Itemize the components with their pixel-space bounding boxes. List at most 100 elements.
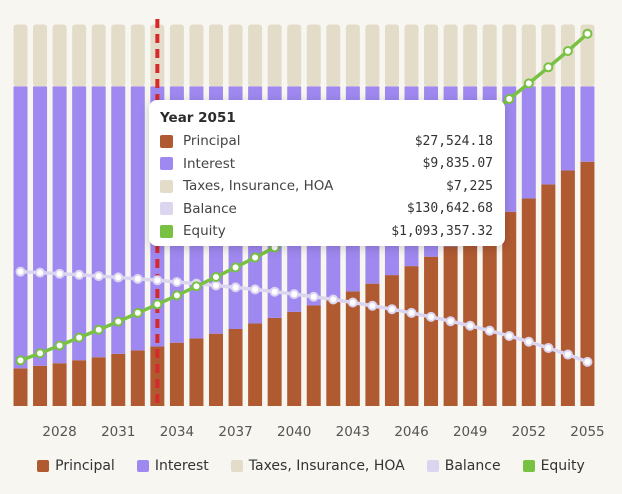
bar-interest-2053[interactable] xyxy=(541,86,556,185)
bar-taxes-2046[interactable] xyxy=(404,24,419,87)
balance-point-2040[interactable] xyxy=(289,289,300,300)
bar-taxes-2055[interactable] xyxy=(580,24,595,87)
bar-principal-2036[interactable] xyxy=(209,333,223,406)
bar-taxes-2029[interactable] xyxy=(72,24,87,87)
equity-point-2037[interactable] xyxy=(230,262,241,273)
balance-point-2027[interactable] xyxy=(35,267,46,278)
bar-taxes-2036[interactable] xyxy=(209,24,223,87)
bar-principal-2039[interactable] xyxy=(267,317,282,406)
balance-point-2053[interactable] xyxy=(543,342,554,353)
bar-interest-2055[interactable] xyxy=(580,86,595,162)
bar-interest-2028[interactable] xyxy=(52,86,67,364)
bar-principal-2033[interactable] xyxy=(150,346,165,406)
legend-item-principal[interactable]: Principal xyxy=(37,458,115,474)
balance-point-2036[interactable] xyxy=(211,280,221,291)
bar-principal-2030[interactable] xyxy=(91,357,106,406)
balance-point-2032[interactable] xyxy=(132,273,143,284)
bar-interest-2031[interactable] xyxy=(111,86,126,354)
bar-taxes-2042[interactable] xyxy=(326,24,341,87)
equity-point-2030[interactable] xyxy=(93,324,104,335)
equity-point-2033[interactable] xyxy=(152,299,163,310)
equity-point-2053[interactable] xyxy=(543,62,554,73)
equity-point-2029[interactable] xyxy=(74,332,85,343)
legend-item-balance[interactable]: Balance xyxy=(426,458,501,474)
bar-principal-2051[interactable] xyxy=(502,211,517,406)
balance-point-2043[interactable] xyxy=(347,297,358,308)
bar-taxes-2035[interactable] xyxy=(189,24,204,87)
bar-taxes-2049[interactable] xyxy=(463,24,478,87)
bar-principal-2052[interactable] xyxy=(521,198,536,406)
bar-principal-2054[interactable] xyxy=(560,170,575,406)
bar-principal-2034[interactable] xyxy=(169,342,184,406)
bar-principal-2042[interactable] xyxy=(326,298,341,406)
balance-point-2045[interactable] xyxy=(386,304,397,315)
bar-principal-2043[interactable] xyxy=(345,291,360,406)
balance-point-2028[interactable] xyxy=(54,268,65,279)
bar-interest-2051[interactable] xyxy=(502,86,517,212)
balance-point-2030[interactable] xyxy=(93,271,104,282)
equity-point-2055[interactable] xyxy=(582,28,593,39)
bar-taxes-2037[interactable] xyxy=(228,24,243,87)
bar-taxes-2047[interactable] xyxy=(424,24,439,87)
balance-point-2034[interactable] xyxy=(171,276,182,287)
balance-point-2026[interactable] xyxy=(15,266,26,277)
bar-taxes-2039[interactable] xyxy=(267,24,282,87)
bar-taxes-2028[interactable] xyxy=(52,24,67,87)
bar-interest-2029[interactable] xyxy=(72,86,87,361)
balance-point-2050[interactable] xyxy=(484,325,495,336)
equity-point-2036[interactable] xyxy=(211,271,221,282)
bar-interest-2032[interactable] xyxy=(130,86,145,351)
balance-point-2046[interactable] xyxy=(406,307,417,318)
bar-taxes-2026[interactable] xyxy=(13,24,28,87)
bar-taxes-2052[interactable] xyxy=(521,24,536,87)
balance-point-2038[interactable] xyxy=(250,284,261,295)
balance-point-2048[interactable] xyxy=(445,316,456,327)
equity-point-2052[interactable] xyxy=(523,78,534,89)
bar-principal-2027[interactable] xyxy=(33,365,48,406)
bar-taxes-2040[interactable] xyxy=(287,24,302,87)
equity-point-2035[interactable] xyxy=(191,281,202,292)
bar-principal-2029[interactable] xyxy=(72,360,87,406)
bar-taxes-2050[interactable] xyxy=(482,24,497,87)
bar-principal-2037[interactable] xyxy=(228,329,243,406)
balance-point-2042[interactable] xyxy=(328,294,339,305)
legend-item-interest[interactable]: Interest xyxy=(136,458,209,474)
bar-principal-2041[interactable] xyxy=(306,305,321,406)
bar-principal-2047[interactable] xyxy=(424,256,439,406)
bar-principal-2032[interactable] xyxy=(130,350,145,406)
bar-interest-2030[interactable] xyxy=(91,86,106,358)
balance-point-2052[interactable] xyxy=(523,336,534,347)
legend-item-taxes[interactable]: Taxes, Insurance, HOA xyxy=(230,458,405,474)
bar-taxes-2032[interactable] xyxy=(130,24,145,87)
balance-point-2055[interactable] xyxy=(582,356,593,367)
equity-point-2054[interactable] xyxy=(562,45,573,56)
bar-principal-2026[interactable] xyxy=(13,368,28,406)
bar-taxes-2027[interactable] xyxy=(33,24,48,87)
bar-principal-2045[interactable] xyxy=(384,275,399,406)
equity-point-2038[interactable] xyxy=(250,252,261,263)
balance-point-2041[interactable] xyxy=(308,291,319,302)
balance-point-2047[interactable] xyxy=(426,311,437,322)
bar-principal-2038[interactable] xyxy=(248,323,263,406)
equity-point-2028[interactable] xyxy=(54,340,65,351)
balance-point-2039[interactable] xyxy=(269,286,280,297)
bar-interest-2052[interactable] xyxy=(521,86,536,199)
bar-interest-2027[interactable] xyxy=(33,86,48,366)
bar-taxes-2038[interactable] xyxy=(248,24,263,87)
bar-taxes-2030[interactable] xyxy=(91,24,106,87)
bar-taxes-2041[interactable] xyxy=(306,24,321,87)
bar-taxes-2034[interactable] xyxy=(169,24,184,87)
legend-item-equity[interactable]: Equity xyxy=(522,458,585,474)
bar-taxes-2043[interactable] xyxy=(345,24,360,87)
balance-point-2044[interactable] xyxy=(367,300,378,311)
bar-taxes-2053[interactable] xyxy=(541,24,556,87)
balance-point-2049[interactable] xyxy=(465,320,476,331)
bar-principal-2031[interactable] xyxy=(111,353,126,406)
bar-taxes-2044[interactable] xyxy=(365,24,380,87)
bar-principal-2050[interactable] xyxy=(482,224,497,406)
balance-point-2029[interactable] xyxy=(74,269,85,280)
balance-point-2033[interactable] xyxy=(152,275,163,286)
bar-principal-2040[interactable] xyxy=(287,311,302,406)
bar-principal-2048[interactable] xyxy=(443,246,458,406)
balance-point-2031[interactable] xyxy=(113,272,124,283)
